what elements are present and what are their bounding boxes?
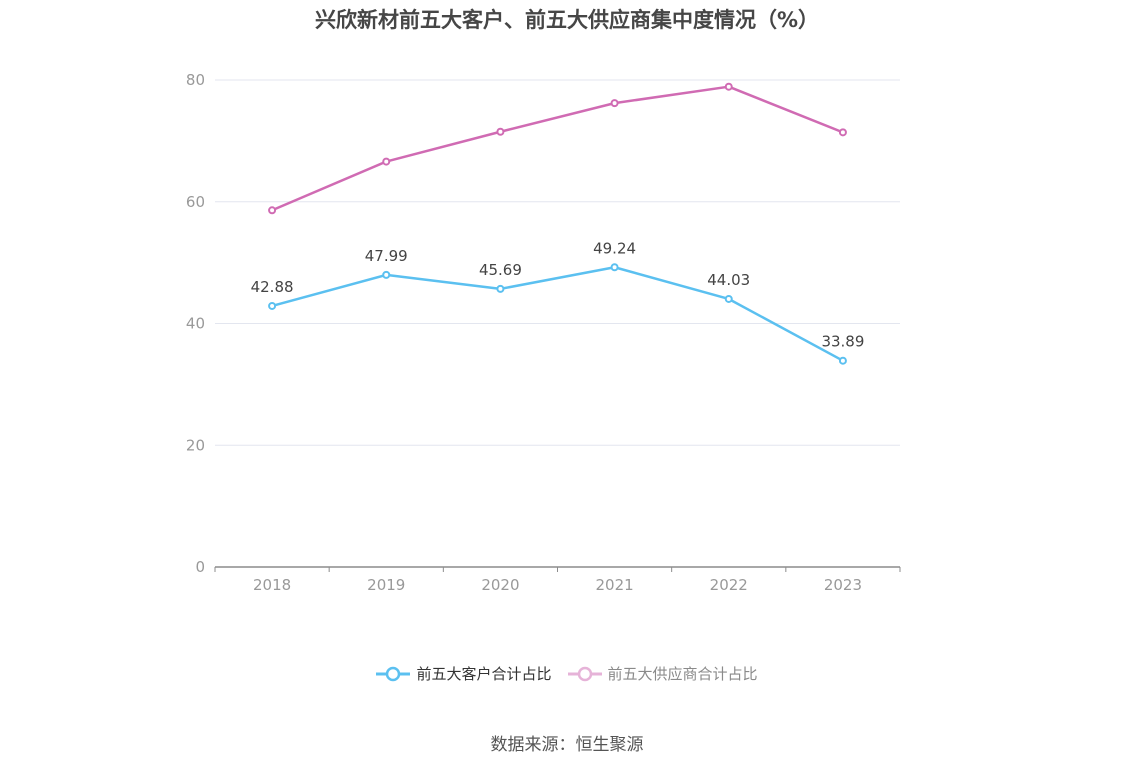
data-label: 45.69: [479, 261, 522, 279]
data-point: [724, 82, 733, 91]
series-line-0: [271, 266, 844, 362]
source-note: 数据来源：恒生聚源: [490, 735, 644, 755]
x-tick-label: 2023: [824, 576, 862, 594]
data-point: [610, 263, 619, 272]
data-labels: 42.88 47.99 45.69 49.24 44.03 33.89: [251, 239, 865, 350]
data-label: 49.24: [593, 239, 636, 257]
y-tick-label: 0: [195, 558, 205, 576]
data-label: 47.99: [365, 247, 408, 265]
legend-swatch-customers-icon: [376, 666, 411, 681]
legend-item-customers[interactable]: 前五大客户合计占比: [376, 663, 552, 684]
legend-swatch-suppliers-icon: [567, 666, 602, 681]
gridlines: [215, 79, 900, 446]
data-point: [382, 270, 391, 279]
data-point: [838, 356, 847, 365]
legend-label-customers: 前五大客户合计占比: [416, 665, 552, 683]
series-lines: [268, 82, 847, 365]
y-tick-label: 80: [186, 71, 205, 89]
x-tick-label: 2020: [481, 576, 519, 594]
y-tick-label: 40: [186, 315, 205, 333]
data-label: 33.89: [821, 333, 864, 351]
axes: 0 20 40 60 80 2018 2019 2020 2021 2022 2023: [186, 71, 901, 594]
x-tick-label: 2019: [367, 576, 405, 594]
data-label: 42.88: [251, 278, 294, 296]
data-point: [496, 127, 505, 136]
data-point: [268, 206, 277, 215]
legend-label-suppliers: 前五大供应商合计占比: [607, 665, 758, 683]
chart-title: 兴欣新材前五大客户、前五大供应商集中度情况（%）: [314, 8, 820, 32]
series-line-1: [271, 85, 844, 212]
data-point: [496, 284, 505, 293]
y-tick-label: 20: [186, 436, 205, 454]
x-tick-label: 2018: [253, 576, 291, 594]
data-point: [724, 294, 733, 303]
x-tick-label: 2022: [710, 576, 748, 594]
legend-item-suppliers[interactable]: 前五大供应商合计占比: [567, 663, 758, 684]
data-point: [382, 157, 391, 166]
data-point: [610, 99, 619, 108]
data-point: [838, 128, 847, 137]
legend: 前五大客户合计占比 前五大供应商合计占比: [0, 663, 1134, 684]
y-tick-label: 60: [186, 193, 205, 211]
data-label: 44.03: [707, 271, 750, 289]
data-point: [268, 301, 277, 310]
x-tick-label: 2021: [595, 576, 633, 594]
